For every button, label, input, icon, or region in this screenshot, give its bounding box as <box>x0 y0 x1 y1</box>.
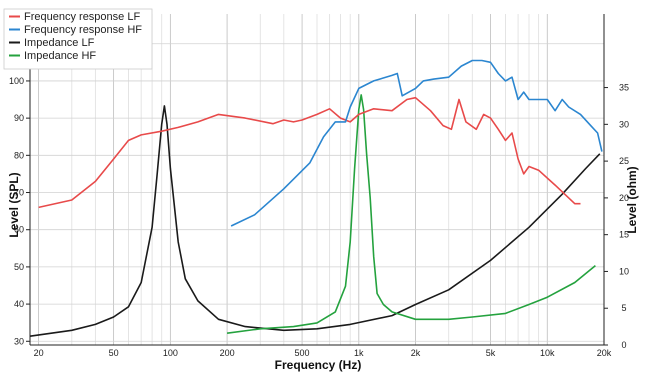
y-tick-label: 60 <box>14 225 24 235</box>
legend-label-frequency-response-lf: Frequency response LF <box>24 11 140 23</box>
y-tick-label: 50 <box>14 262 24 272</box>
x-tick-label: 500 <box>295 348 310 358</box>
series-line-impedance-lf <box>29 105 601 337</box>
x-tick-label: 5k <box>486 348 496 358</box>
chart-series <box>29 59 603 337</box>
series-line-frequency-response-hf <box>230 59 603 227</box>
y2-tick-label: 30 <box>619 119 629 129</box>
y-axis-ticks: 30405060708090100110 <box>9 39 30 346</box>
y-tick-label: 90 <box>14 113 24 123</box>
x-tick-label: 2k <box>411 348 421 358</box>
y-tick-label: 70 <box>14 188 24 198</box>
x-tick-label: 10k <box>540 348 555 358</box>
y-tick-label: 30 <box>14 336 24 346</box>
y2-tick-label: 15 <box>619 230 629 240</box>
y-tick-label: 40 <box>14 299 24 309</box>
y-tick-label: 80 <box>14 150 24 160</box>
x-tick-label: 200 <box>220 348 235 358</box>
x-tick-label: 1k <box>354 348 364 358</box>
legend-label-frequency-response-hf: Frequency response HF <box>24 24 142 36</box>
y2-tick-label: 10 <box>619 266 629 276</box>
y2-axis-ticks: 0 5 10 15 20 25 30 35 <box>604 83 629 350</box>
legend-label-impedance-lf: Impedance LF <box>24 37 95 49</box>
x-tick-label: 50 <box>109 348 119 358</box>
y2-axis-title: Level (ohm) <box>625 166 639 233</box>
x-tick-label: 100 <box>163 348 178 358</box>
y2-tick-label: 5 <box>621 303 626 313</box>
y-axis-title: Level (SPL) <box>7 172 21 237</box>
y2-tick-label: 0 <box>621 340 626 350</box>
y2-tick-label: 35 <box>619 83 629 93</box>
x-tick-label: 20 <box>34 348 44 358</box>
series-line-frequency-response-lf <box>38 96 581 209</box>
y2-tick-label: 20 <box>619 193 629 203</box>
y2-tick-label: 25 <box>619 156 629 166</box>
x-tick-label: 20k <box>597 348 612 358</box>
series-line-impedance-hf <box>226 94 596 334</box>
x-axis-ticks: 20 50 100 200 500 1k 2k 5k 10k 20k <box>34 348 612 358</box>
legend-label-impedance-hf: Impedance HF <box>24 50 96 62</box>
x-axis-title: Frequency (Hz) <box>275 358 362 372</box>
y-tick-label: 100 <box>9 76 24 86</box>
